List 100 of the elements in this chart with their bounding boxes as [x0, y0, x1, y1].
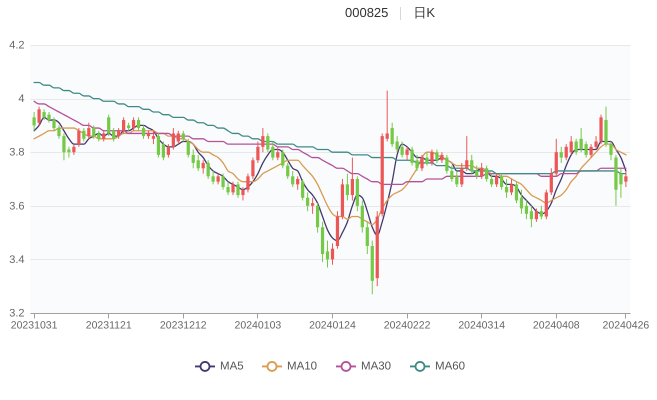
candlestick	[346, 173, 350, 201]
candlestick	[350, 157, 354, 201]
candlestick	[152, 130, 156, 145]
candlestick	[405, 146, 409, 161]
chart-title: 000825	[345, 5, 388, 21]
y-tick-label: 3.4	[9, 254, 24, 266]
candlestick	[330, 242, 334, 266]
candlestick	[32, 112, 36, 132]
candlestick	[480, 162, 484, 180]
candlestick	[520, 189, 524, 214]
candlestick	[306, 192, 310, 212]
candlestick	[415, 154, 419, 172]
candlestick	[296, 176, 300, 190]
candlestick	[494, 173, 498, 188]
candlestick	[425, 152, 429, 166]
chart-subtitle: 日K	[413, 5, 436, 21]
candlestick	[52, 116, 56, 132]
candlestick	[132, 116, 136, 132]
candlestick	[142, 124, 146, 140]
candlestick	[182, 130, 185, 142]
y-tick-label: 3.6	[9, 200, 24, 212]
candlestick	[77, 128, 80, 148]
x-tick-label: 20240103	[234, 320, 282, 332]
candlestick	[102, 130, 106, 142]
candlestick	[236, 181, 240, 198]
candlestick	[117, 128, 120, 140]
candlestick	[122, 116, 126, 134]
candlestick	[261, 128, 264, 153]
x-tick-label: 20231121	[86, 320, 132, 332]
x-tick-label: 20240408	[532, 320, 580, 332]
candlestick	[534, 208, 538, 222]
y-tick-label: 4	[18, 93, 24, 106]
candlestick	[206, 160, 210, 180]
candlestick	[301, 178, 304, 201]
candlestick	[360, 200, 364, 234]
candlestick	[162, 140, 166, 161]
candlestick	[589, 144, 593, 158]
candlestick	[500, 173, 504, 190]
candlestick	[62, 132, 66, 161]
candlestick	[202, 160, 205, 174]
candlestick	[226, 181, 230, 196]
candlestick	[510, 178, 514, 196]
legend-label: MA60	[435, 360, 466, 372]
candlestick	[514, 181, 518, 204]
candlestick	[540, 205, 543, 220]
x-tick-label: 20240426	[602, 320, 650, 332]
x-tick-label: 20231031	[10, 320, 58, 332]
candlestick	[136, 116, 140, 132]
candlestick	[550, 168, 553, 196]
legend-label: MA5	[220, 360, 244, 372]
candlestick	[42, 108, 46, 121]
candlestick	[166, 144, 170, 158]
candlestick	[524, 200, 528, 220]
candlestick	[530, 205, 534, 228]
candlestick	[594, 136, 598, 150]
candlestick	[504, 178, 508, 198]
candlestick	[87, 122, 90, 140]
candlestick	[256, 140, 260, 164]
candlestick	[221, 173, 225, 190]
candlestick	[316, 202, 320, 234]
candlestick	[554, 138, 558, 177]
candlestick	[82, 128, 86, 142]
candlestick	[619, 168, 623, 198]
y-tick-label: 4.2	[9, 40, 24, 52]
candlestick	[276, 146, 280, 161]
candlestick	[465, 136, 468, 172]
candlestick	[286, 162, 290, 180]
candlestick	[420, 154, 424, 172]
candlestick	[241, 186, 245, 201]
candlestick	[485, 165, 488, 182]
legend-label: MA10	[287, 360, 318, 372]
candlestick	[366, 221, 369, 255]
candlestick	[475, 165, 478, 180]
legend-label: MA30	[361, 360, 392, 372]
candlestick	[281, 149, 284, 169]
candlestick	[609, 140, 613, 161]
candlestick	[246, 173, 250, 193]
candlestick	[291, 170, 294, 188]
candlestick	[490, 173, 494, 188]
x-tick-label: 20240314	[458, 320, 506, 332]
x-tick-label: 20240222	[384, 320, 431, 332]
candlestick	[410, 146, 414, 166]
candlestick	[460, 162, 464, 188]
x-tick-label: 20240124	[309, 320, 356, 332]
candlestick	[445, 154, 448, 174]
candlestick	[37, 106, 41, 126]
candlestick	[231, 181, 235, 196]
candlestick	[156, 132, 160, 158]
candlestick	[57, 124, 61, 140]
candlestick	[430, 149, 434, 166]
candlestick	[47, 112, 51, 124]
y-tick-label: 3.8	[9, 146, 24, 159]
y-tick-label: 3.2	[9, 308, 24, 320]
candlestick	[435, 149, 439, 164]
candlestick	[310, 197, 314, 214]
candlestick	[186, 138, 190, 158]
candlestick	[470, 154, 474, 174]
candlestick	[560, 146, 563, 164]
candlestick	[251, 157, 255, 180]
candlestick	[326, 240, 330, 268]
